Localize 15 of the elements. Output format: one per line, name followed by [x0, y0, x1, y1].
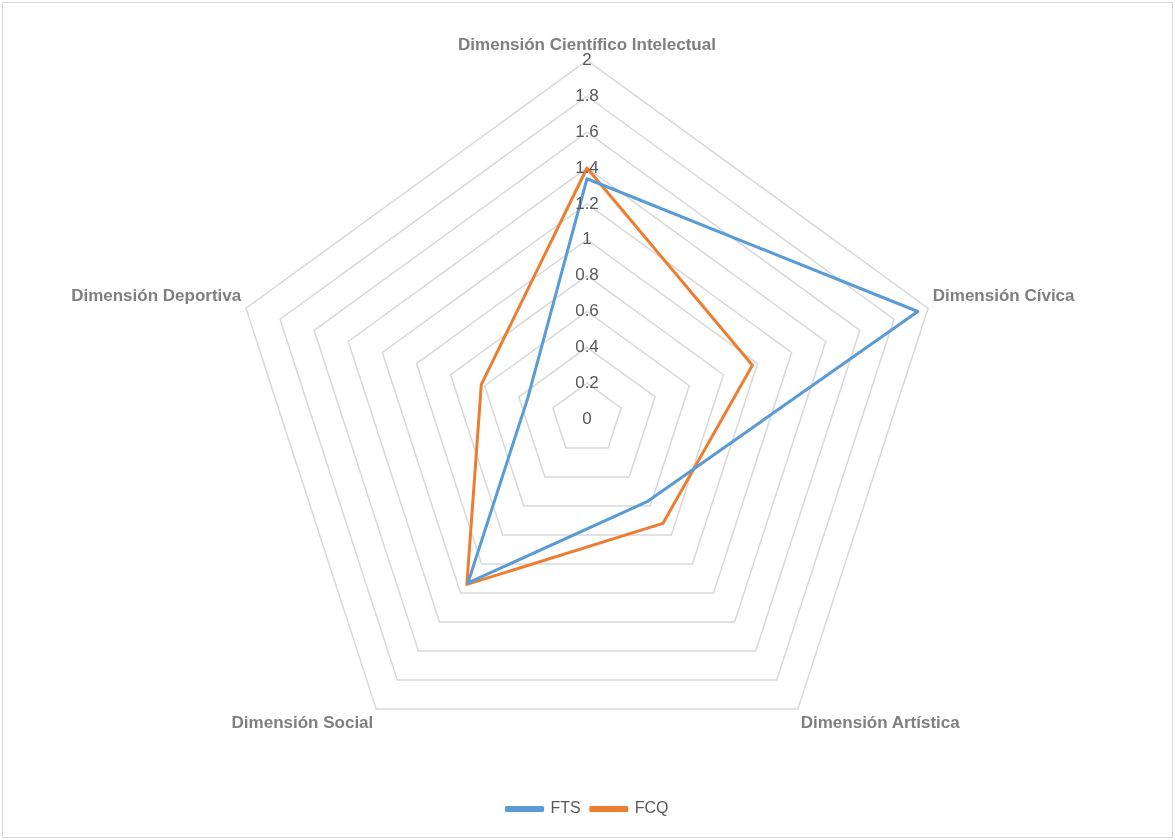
y-tick-label: 0 — [582, 408, 592, 428]
legend-label: FTS — [550, 799, 581, 817]
y-tick-label: 0.2 — [575, 372, 599, 392]
y-tick-label: 1.4 — [575, 157, 599, 177]
spoke-label: Dimensión Social — [231, 713, 374, 733]
y-tick-label: 1 — [582, 229, 592, 249]
legend-label: FCQ — [634, 799, 669, 817]
spoke-label: Dimensión Artística — [800, 713, 961, 733]
y-tick-label: 1.6 — [575, 121, 599, 141]
y-tick-label: 0.4 — [575, 336, 599, 356]
y-tick-label: 1.8 — [575, 85, 599, 105]
spoke-label: Dimensión Deportiva — [71, 286, 242, 306]
y-tick-label: 0.8 — [575, 265, 599, 285]
y-tick-label: 0.6 — [575, 301, 599, 321]
spoke-label: Dimensión Cívica — [932, 286, 1076, 306]
